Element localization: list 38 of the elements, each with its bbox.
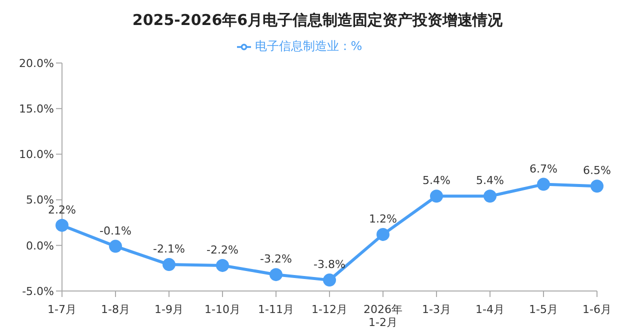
x-tick-label: 1-3月 xyxy=(422,303,451,316)
data-label: -2.1% xyxy=(153,242,185,256)
data-label: 1.2% xyxy=(369,212,397,226)
data-label: 5.4% xyxy=(422,174,450,188)
data-label: 6.5% xyxy=(583,164,611,178)
data-label: -3.8% xyxy=(314,258,346,272)
y-tick-label: 20.0% xyxy=(19,56,54,70)
point xyxy=(376,228,390,241)
point xyxy=(270,268,282,282)
data-label: 5.4% xyxy=(476,174,504,188)
y-tick-label: 0.0% xyxy=(26,239,54,252)
x-tick-label: 1-10月 xyxy=(204,303,240,316)
point xyxy=(323,274,336,287)
point xyxy=(590,180,604,193)
point xyxy=(537,178,550,191)
x-tick-label: 1-6月 xyxy=(582,303,612,316)
point xyxy=(162,258,176,272)
point xyxy=(56,218,68,232)
x-tick-label: 1-4月 xyxy=(476,303,504,316)
x-tick-label: 1-12月 xyxy=(312,303,348,316)
point xyxy=(484,190,496,203)
legend-label: 电子信息制造业：% xyxy=(254,39,362,53)
point xyxy=(430,190,443,203)
y-tick-label: 10.0% xyxy=(19,148,54,162)
x-tick-label: 1-8月 xyxy=(101,303,130,316)
x-tick-label: 1-5月 xyxy=(529,303,558,316)
x-tick-label: 1-11月 xyxy=(258,303,294,316)
x-tick-label: 1-9月 xyxy=(154,303,184,316)
data-label: -0.1% xyxy=(100,224,132,238)
chart-title: 2025-2026年6月电子信息制造固定资产投资增速情况 xyxy=(131,10,504,31)
point xyxy=(109,240,122,253)
data-label: -3.2% xyxy=(260,252,292,266)
point xyxy=(216,258,229,272)
data-label: 6.7% xyxy=(530,162,558,176)
x-tick-label: 1-7月 xyxy=(48,303,76,316)
y-tick-label: 15.0% xyxy=(19,102,54,116)
data-label: -2.2% xyxy=(206,243,238,256)
y-tick-label: -5.0% xyxy=(22,284,54,298)
